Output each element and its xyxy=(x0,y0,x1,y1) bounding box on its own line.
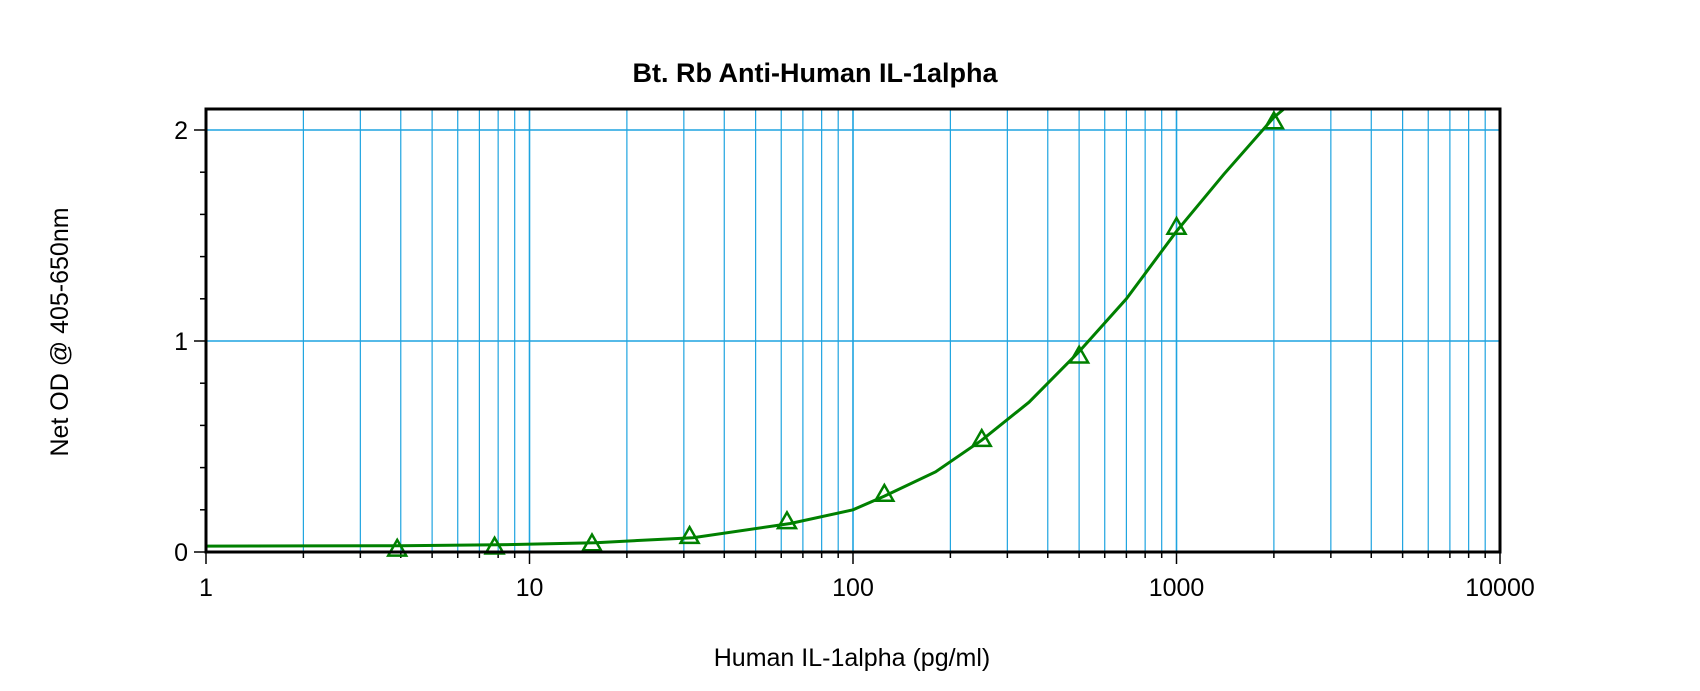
x-tick-label: 1000 xyxy=(1149,574,1205,602)
curve-layer xyxy=(205,107,1285,548)
y-tick-label: 2 xyxy=(174,117,188,145)
y-tick-label: 0 xyxy=(174,539,188,567)
x-tick-label: 10 xyxy=(516,574,544,602)
data-point-marker xyxy=(1067,344,1091,364)
data-point-marker xyxy=(386,537,409,557)
data-point-marker xyxy=(678,524,701,545)
data-point-marker xyxy=(873,482,896,502)
x-tick-label: 10000 xyxy=(1465,574,1535,602)
chart-title: Bt. Rb Anti-Human IL-1alpha xyxy=(633,58,999,88)
grid-layer xyxy=(206,109,1500,552)
x-tick-label: 1 xyxy=(199,574,213,602)
y-tick-label: 1 xyxy=(174,328,188,356)
data-point-marker xyxy=(970,427,993,448)
data-point-marker xyxy=(580,532,604,552)
x-axis-label: Human IL-1alpha (pg/ml) xyxy=(714,644,991,672)
x-tick-label: 100 xyxy=(832,574,874,602)
y-axis-label: Net OD @ 405-650nm xyxy=(46,207,74,456)
plot-frame xyxy=(204,107,1502,554)
data-point-marker xyxy=(1165,215,1188,236)
ticks-layer xyxy=(194,129,1501,564)
points-layer xyxy=(386,110,1286,557)
fit-curve xyxy=(205,107,1285,548)
data-point-marker xyxy=(775,509,799,530)
data-point-marker xyxy=(1262,110,1286,130)
